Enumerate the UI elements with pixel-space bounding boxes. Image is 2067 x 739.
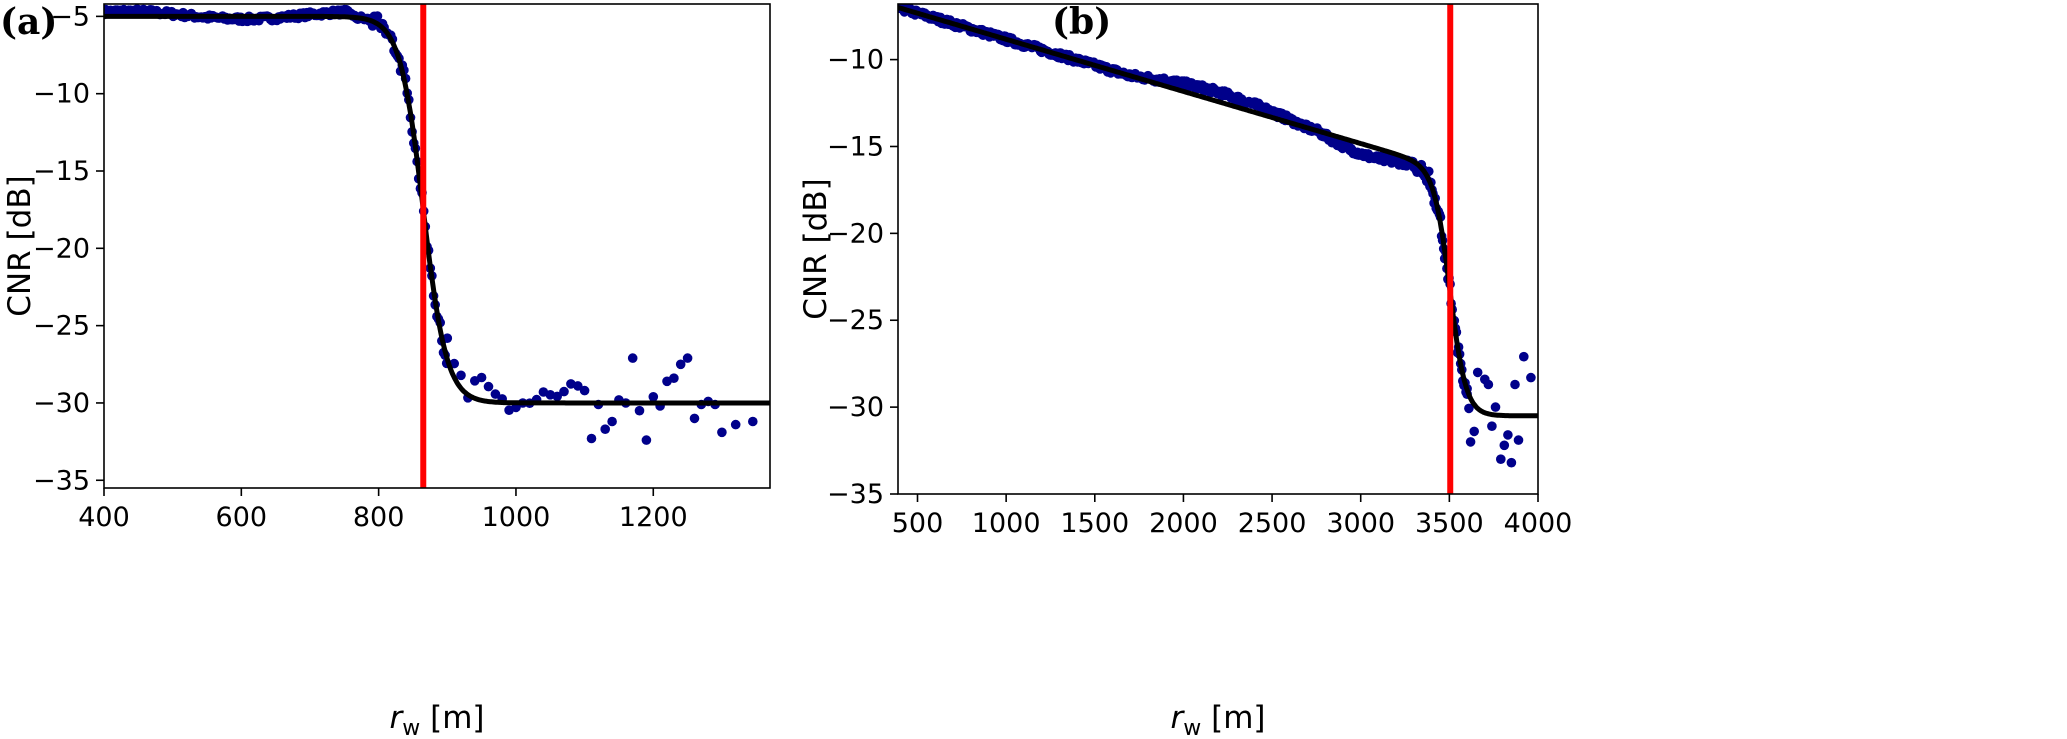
x-axis-symbol: r (1171, 700, 1186, 736)
data-point (579, 385, 590, 396)
data-point (483, 381, 494, 392)
x-tick-label: 2000 (1149, 508, 1218, 539)
data-point (627, 353, 638, 363)
panel-a: (a) 400 600 800 1000 1200 −5−10−15−20−25−30−… (0, 1, 771, 739)
data-point (1490, 402, 1501, 412)
data-point (675, 359, 686, 370)
y-axis: −5 −10 −15 −20 −25 −30 −35 (33, 1, 104, 496)
x-tick-label: 400 (78, 502, 130, 533)
data-point (1472, 367, 1483, 378)
data-point (1483, 379, 1494, 390)
x-axis-unit: [m] (1201, 700, 1265, 736)
data-point (689, 413, 700, 424)
y-tick-label: −10 (33, 79, 90, 110)
data-point (607, 416, 617, 427)
x-tick-label: 1500 (1060, 508, 1129, 539)
data-point (1499, 440, 1510, 451)
y-axis-label: CNR [dB] (798, 178, 834, 319)
x-tick-label: 2500 (1238, 508, 1307, 539)
x-axis-subscript: w (402, 716, 420, 739)
data-points (898, 4, 1536, 468)
data-point (1510, 379, 1520, 390)
data-point (1469, 426, 1479, 437)
y-tick-label: −35 (827, 479, 884, 510)
x-axis: 400 600 800 1000 1200 (78, 488, 688, 533)
x-tick-label: 4000 (1504, 508, 1573, 539)
data-point (648, 392, 659, 402)
data-point (1519, 351, 1529, 362)
y-tick-label: −30 (33, 388, 90, 419)
data-point (1487, 421, 1497, 432)
y-tick-label: −20 (827, 218, 884, 249)
y-tick-label: −15 (33, 156, 90, 187)
data-point (490, 389, 501, 399)
y-tick-label: −15 (827, 131, 884, 162)
data-point (717, 427, 727, 438)
fit-curve (104, 13, 770, 406)
y-tick-label: −25 (827, 305, 884, 336)
x-tick-label: 1000 (482, 502, 551, 533)
data-point (634, 405, 645, 416)
data-point (600, 424, 610, 435)
data-point (559, 386, 569, 397)
data-point (682, 353, 693, 363)
data-point (586, 433, 597, 444)
x-tick-label: 3000 (1326, 508, 1395, 539)
data-point (1465, 437, 1476, 447)
fit-curve (898, 5, 1538, 419)
x-tick-label: 1200 (619, 502, 688, 533)
y-tick-label: −10 (827, 45, 884, 76)
data-point (1503, 430, 1513, 440)
x-tick-label: 600 (216, 502, 268, 533)
data-point (748, 416, 758, 427)
data-point (476, 372, 487, 383)
panel-b: (b) 500 1000 1500 2000 2500 3000 3500 4000 −10−… (798, 1, 1573, 739)
data-point (730, 419, 741, 430)
x-axis-label: rw [m] (1171, 700, 1266, 739)
x-axis-label: rw [m] (390, 700, 485, 739)
y-tick-label: −30 (827, 392, 884, 423)
data-point (456, 370, 466, 381)
data-point (1526, 372, 1536, 383)
plot-frame (897, 3, 1539, 495)
x-axis-symbol: r (390, 700, 405, 736)
y-axis-label: CNR [dB] (2, 175, 38, 316)
panel-label: (a) (0, 1, 57, 43)
plot-frame (103, 3, 771, 489)
x-axis: 500 1000 1500 2000 2500 3000 3500 4000 (892, 494, 1573, 539)
data-point (1496, 454, 1506, 465)
data-point (669, 373, 679, 384)
y-tick-label: −35 (33, 465, 90, 496)
data-point (372, 11, 383, 21)
panel-label: (b) (1052, 1, 1111, 43)
y-axis: −10 −15 −20 −25 −30 −35 (827, 45, 898, 510)
data-point (573, 381, 583, 391)
x-tick-label: 800 (353, 502, 405, 533)
data-point (641, 435, 652, 445)
data-point (552, 391, 562, 402)
y-tick-label: −5 (50, 1, 90, 32)
data-point (1464, 403, 1474, 414)
data-point (1513, 435, 1524, 445)
x-tick-label: 1000 (972, 508, 1041, 539)
y-tick-label: −20 (33, 233, 90, 264)
x-axis-subscript: w (1183, 716, 1201, 739)
x-tick-label: 3500 (1415, 508, 1484, 539)
data-point (1506, 457, 1517, 468)
x-tick-label: 500 (892, 508, 944, 539)
data-points (104, 4, 758, 445)
y-tick-label: −25 (33, 311, 90, 342)
x-axis-unit: [m] (420, 700, 484, 736)
